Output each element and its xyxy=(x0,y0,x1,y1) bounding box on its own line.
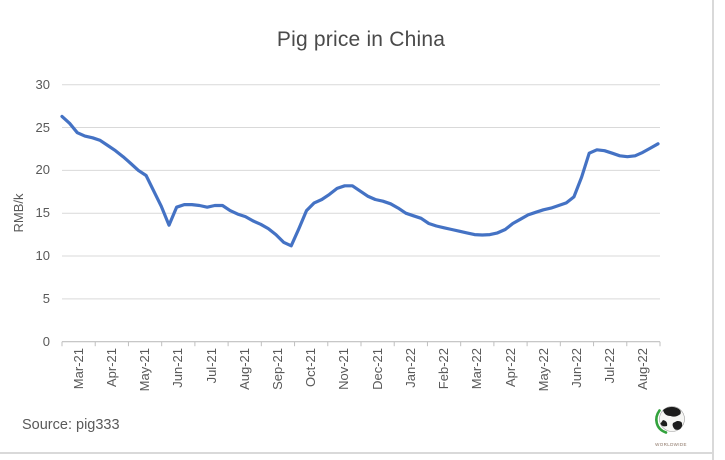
x-tick-label: Jul-22 xyxy=(602,348,618,384)
x-tick-label: Apr-21 xyxy=(103,348,119,388)
publisher-logo: WORLDWIDE xyxy=(648,403,694,451)
y-tick-label: 20 xyxy=(35,162,50,178)
x-tick-label: Nov-21 xyxy=(336,348,352,390)
y-tick-label: 10 xyxy=(35,248,50,264)
x-tick-label: Jan-22 xyxy=(402,348,418,388)
y-tick-label: 15 xyxy=(35,205,50,221)
x-tick-label: Aug-22 xyxy=(635,348,651,390)
x-tick-label: Feb-22 xyxy=(436,348,452,390)
x-tick-label: Dec-21 xyxy=(369,348,385,390)
page-border-bottom xyxy=(0,452,713,454)
page-border-right xyxy=(712,0,714,460)
price-line-series xyxy=(60,114,660,248)
chart-title: Pig price in China xyxy=(276,28,446,51)
y-tick-label: 5 xyxy=(42,290,50,306)
x-tick-label: Sep-21 xyxy=(269,348,285,390)
x-axis-ticks xyxy=(61,341,661,347)
x-tick-label: Jul-21 xyxy=(203,348,219,384)
y-tick-label: 25 xyxy=(35,119,50,135)
x-tick-label: Mar-21 xyxy=(70,348,86,390)
y-tick-label: 30 xyxy=(35,76,50,92)
x-tick-label: Mar-22 xyxy=(469,348,485,390)
x-tick-label: May-21 xyxy=(137,348,153,392)
source-text: Source: pig333 xyxy=(22,417,120,433)
x-tick-label: Jun-21 xyxy=(170,348,186,388)
logo-caption: WORLDWIDE xyxy=(655,442,687,448)
y-tick-label: 0 xyxy=(42,333,50,349)
x-tick-label: Aug-21 xyxy=(236,348,252,390)
x-tick-label: Oct-21 xyxy=(303,348,319,388)
x-tick-label: Jun-22 xyxy=(568,348,584,388)
x-tick-label: Apr-22 xyxy=(502,348,518,388)
x-tick-label: May-22 xyxy=(535,348,551,392)
gridlines xyxy=(62,84,660,300)
globe-logo-icon xyxy=(655,406,685,434)
